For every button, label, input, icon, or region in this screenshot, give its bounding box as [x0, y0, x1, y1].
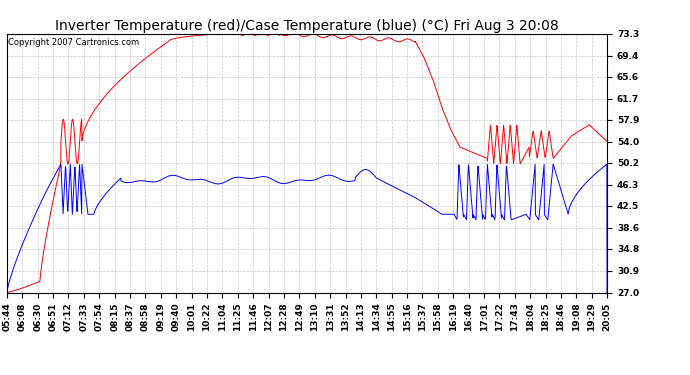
Title: Inverter Temperature (red)/Case Temperature (blue) (°C) Fri Aug 3 20:08: Inverter Temperature (red)/Case Temperat… — [55, 19, 559, 33]
Text: Copyright 2007 Cartronics.com: Copyright 2007 Cartronics.com — [8, 38, 139, 46]
